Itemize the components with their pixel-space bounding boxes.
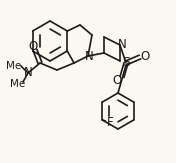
- Text: S: S: [122, 57, 130, 69]
- Text: N: N: [24, 67, 32, 80]
- Text: O: O: [28, 39, 38, 52]
- Text: Me: Me: [6, 61, 22, 71]
- Text: O: O: [112, 74, 122, 87]
- Text: Me: Me: [10, 79, 26, 89]
- Text: N: N: [118, 38, 126, 52]
- Text: F: F: [107, 117, 114, 129]
- Text: O: O: [140, 50, 150, 62]
- Text: N: N: [85, 50, 93, 62]
